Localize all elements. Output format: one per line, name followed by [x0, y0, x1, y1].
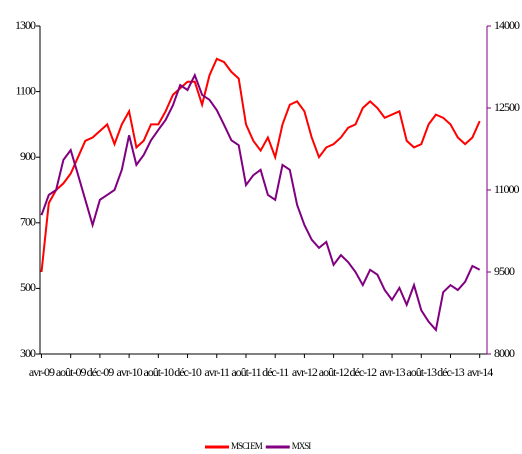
y2-tick-label: 8000: [494, 346, 515, 360]
x-tick-label: août-10: [143, 365, 174, 379]
y-tick-label: 300: [20, 346, 36, 360]
y-tick-label: 700: [20, 215, 36, 229]
x-tick-label: déc-11: [262, 365, 289, 379]
x-tick-label: avr-12: [291, 365, 318, 379]
y2-tick-label: 14000: [494, 18, 520, 32]
x-tick-label: août-11: [231, 365, 261, 379]
x-tick-label: août-09: [55, 365, 87, 379]
y2-tick-label: 11000: [494, 182, 520, 196]
y2-tick-label: 12500: [494, 100, 520, 114]
y2-tick-label: 9500: [494, 264, 515, 278]
line-series: [40, 72, 481, 333]
x-tick-label: avr-11: [204, 365, 230, 379]
y-tick-label: 1300: [15, 18, 36, 32]
legend-label: MSCI EM: [231, 441, 263, 451]
x-tick-label: août-13: [406, 365, 437, 379]
x-tick-label: avr-09: [28, 365, 55, 379]
x-tick-label: déc-10: [174, 365, 202, 379]
x-tick-label: août-12: [318, 365, 350, 379]
x-tick-label: avr-13: [379, 365, 406, 379]
x-tick-label: déc-13: [437, 365, 465, 379]
x-tick-label: avr-10: [116, 365, 143, 379]
line-series: [40, 57, 481, 273]
y-tick-label: 500: [20, 280, 36, 294]
legend-label: MXSI: [292, 441, 312, 451]
x-tick-label: déc-12: [349, 365, 378, 379]
y-tick-label: 900: [20, 149, 36, 163]
y-tick-label: 1100: [15, 83, 36, 97]
x-tick-label: avr-14: [467, 365, 493, 379]
x-tick-label: déc-09: [86, 365, 115, 379]
